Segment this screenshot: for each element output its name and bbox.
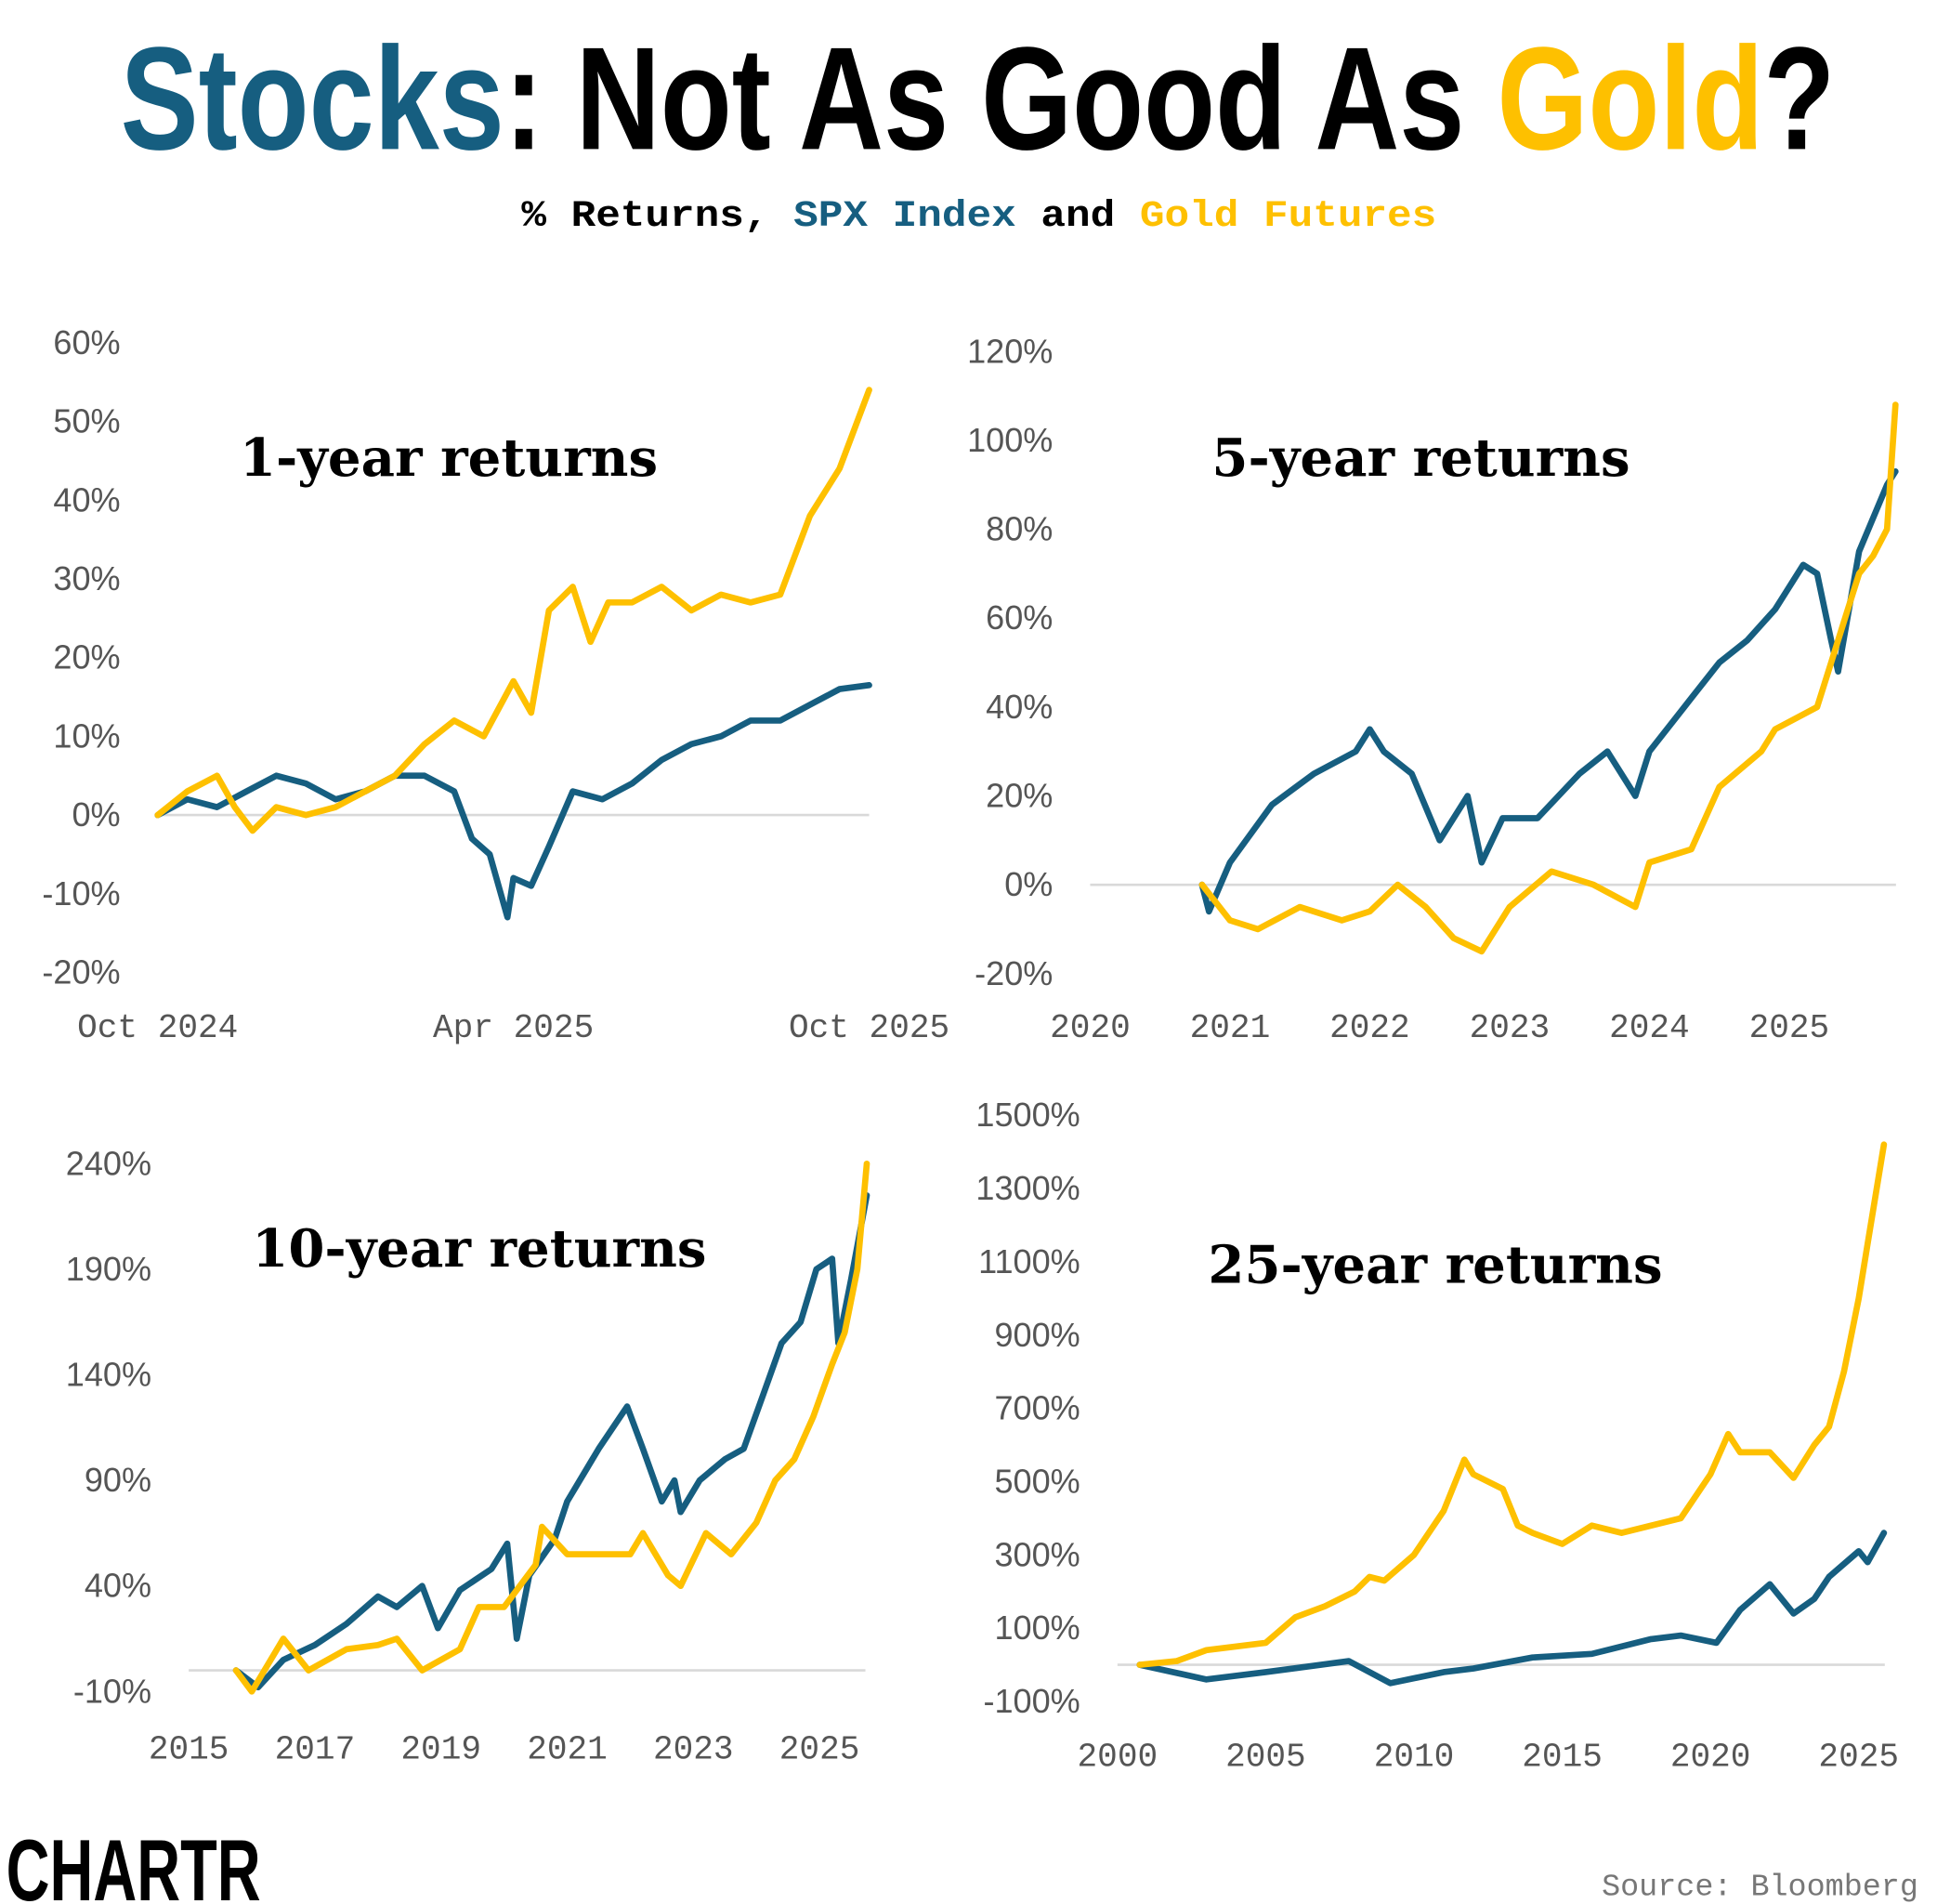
- y-tick-label: 100%: [967, 421, 1053, 459]
- x-tick-label: 2021: [1190, 1009, 1271, 1047]
- x-tick-label: 2019: [400, 1730, 481, 1768]
- x-tick-label: 2015: [1522, 1739, 1603, 1777]
- x-tick-label: 2023: [1470, 1009, 1551, 1047]
- subtitle-spx: SPX Index: [793, 196, 1016, 238]
- x-tick-label: 2025: [1749, 1009, 1830, 1047]
- headline: Stocks: Not As Good As Gold?: [121, 17, 1836, 180]
- y-tick-label: 240%: [66, 1144, 151, 1182]
- spx-line: [232, 1192, 870, 1691]
- y-tick-label: 190%: [66, 1250, 151, 1288]
- subtitle-gold: Gold Futures: [1140, 196, 1436, 238]
- spx-line: [154, 682, 872, 921]
- y-tick-label: 120%: [967, 332, 1053, 370]
- x-tick-label: 2000: [1078, 1739, 1158, 1777]
- x-tick-label: Oct 2024: [77, 1009, 238, 1047]
- spx-line: [1136, 1530, 1888, 1687]
- y-tick-label: 60%: [986, 598, 1053, 637]
- y-tick-label: 40%: [85, 1567, 151, 1605]
- panel-1: -20% -10% 0% 10% 20% 30% 40% 50% 60% Oct 2024 Apr …: [42, 323, 949, 1047]
- chart-title-25y: 25-year returns: [1208, 1235, 1662, 1296]
- panel-3: -10% 40% 90% 140% 190% 240% 2015 2017 2019 2021 20…: [66, 1144, 870, 1768]
- panel-4: -100% 100% 300% 500% 700% 900% 1100% 1300% 1500%…: [975, 1096, 1899, 1776]
- chart-title-1y: 1-year returns: [240, 427, 658, 489]
- source-note: Source: Bloomberg: [1602, 1870, 1918, 1903]
- x-tick-label: 2010: [1374, 1739, 1455, 1777]
- subtitle: % Returns, SPX Index and Gold Futures: [521, 196, 1436, 238]
- gold-line: [1136, 1141, 1888, 1668]
- x-tick-label: 2020: [1670, 1739, 1751, 1777]
- chart-title-5y: 5-year returns: [1211, 427, 1629, 489]
- gold-line: [232, 1160, 870, 1695]
- y-tick-label: -100%: [983, 1682, 1080, 1720]
- x-tick-label: 2021: [527, 1730, 608, 1768]
- y-tick-label: 40%: [986, 688, 1053, 726]
- x-tick-label: 2015: [149, 1730, 229, 1768]
- y-tick-label: 900%: [994, 1316, 1080, 1354]
- chartr-logo: CHARTR: [7, 1821, 261, 1904]
- y-tick-label: 10%: [53, 716, 120, 755]
- gold-line: [154, 387, 872, 834]
- x-tick-label: 2022: [1329, 1009, 1410, 1047]
- y-tick-label: -10%: [42, 874, 120, 913]
- chart-title-10y: 10-year returns: [252, 1218, 706, 1280]
- y-tick-label: 20%: [986, 777, 1053, 815]
- y-tick-label: 30%: [53, 559, 120, 597]
- spx-line: [1198, 467, 1899, 915]
- gold-line: [1198, 401, 1899, 955]
- x-tick-label: Apr 2025: [433, 1009, 594, 1047]
- x-tick-label: 2017: [275, 1730, 356, 1768]
- subtitle-returns: % Returns,: [521, 196, 793, 238]
- y-tick-label: 40%: [53, 480, 120, 519]
- headline-question: ?: [1763, 17, 1835, 180]
- y-tick-label: 100%: [994, 1609, 1080, 1647]
- y-tick-label: 20%: [53, 638, 120, 676]
- headline-gold: Gold: [1497, 17, 1763, 180]
- panel-2: -20% 0% 20% 40% 60% 80% 100% 120% 2020 2021 2022 20…: [967, 332, 1899, 1047]
- y-tick-label: 700%: [994, 1389, 1080, 1427]
- x-tick-label: 2025: [779, 1730, 860, 1768]
- y-tick-label: 0%: [72, 795, 120, 834]
- headline-stocks: Stocks: [121, 17, 504, 180]
- x-tick-label: 2025: [1818, 1739, 1899, 1777]
- y-tick-label: 60%: [53, 323, 120, 361]
- y-tick-label: 1100%: [978, 1242, 1080, 1280]
- x-tick-label: 2024: [1609, 1009, 1690, 1047]
- y-tick-label: 80%: [986, 510, 1053, 548]
- subtitle-and: and: [1016, 196, 1140, 238]
- y-tick-label: 90%: [85, 1461, 151, 1499]
- x-tick-label: 2020: [1050, 1009, 1131, 1047]
- x-tick-label: 2005: [1225, 1739, 1306, 1777]
- x-tick-label: Oct 2025: [789, 1009, 949, 1047]
- y-tick-label: -10%: [73, 1672, 151, 1710]
- y-tick-label: 140%: [66, 1356, 151, 1394]
- y-tick-label: 500%: [994, 1462, 1080, 1500]
- y-tick-label: 300%: [994, 1535, 1080, 1573]
- y-tick-label: 1500%: [975, 1096, 1080, 1134]
- y-tick-label: -20%: [975, 954, 1053, 992]
- y-tick-label: 1300%: [975, 1169, 1080, 1207]
- y-tick-label: 0%: [1004, 865, 1053, 903]
- headline-middle: : Not As Good As: [504, 17, 1498, 180]
- x-tick-label: 2023: [653, 1730, 734, 1768]
- y-tick-label: 50%: [53, 402, 120, 440]
- y-tick-label: -20%: [42, 953, 120, 991]
